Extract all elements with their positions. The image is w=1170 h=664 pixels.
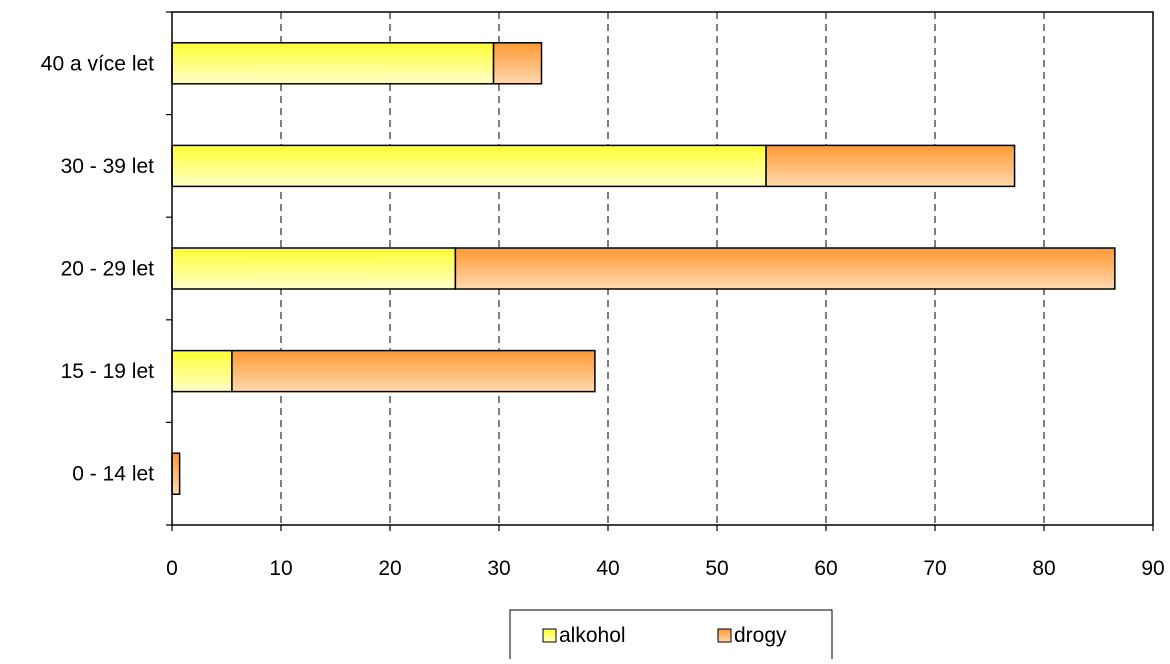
legend-label-drogy: drogy — [734, 624, 787, 647]
bar-drogy-4 — [492, 42, 543, 85]
x-tick-label: 90 — [1141, 557, 1164, 580]
x-tick-label: 40 — [596, 557, 619, 580]
legend-box — [509, 609, 833, 664]
x-tick-label: 20 — [378, 557, 401, 580]
legend-label-alkohol: alkohol — [559, 624, 626, 647]
bar-drogy-1 — [231, 349, 596, 393]
x-tick-label: 30 — [487, 557, 510, 580]
x-tick-label: 60 — [814, 557, 837, 580]
axes: 0 10 20 30 40 50 60 70 80 90 0 - 14 let 15 - 19 let… — [41, 11, 1165, 580]
y-tick-label: 0 - 14 let — [72, 463, 154, 486]
y-tick-label: 30 - 39 let — [61, 155, 155, 178]
legend-swatch-drogy — [717, 628, 732, 643]
bar-drogy-0 — [171, 452, 181, 495]
bar-alkohol-3 — [171, 144, 767, 188]
bar-alkohol-2 — [171, 247, 457, 290]
x-tick-label: 50 — [705, 557, 728, 580]
bar-alkohol-4 — [171, 42, 495, 85]
bars — [171, 42, 1116, 495]
legend-swatch-alkohol — [542, 628, 557, 643]
legend: alkohol drogy — [509, 609, 833, 664]
y-tick-label: 15 - 19 let — [61, 360, 155, 383]
bar-drogy-2 — [454, 247, 1116, 290]
x-tick-label: 70 — [923, 557, 946, 580]
x-tick-label: 80 — [1032, 557, 1055, 580]
x-tick-label: 0 — [166, 557, 178, 580]
y-tick-label: 20 - 29 let — [61, 258, 155, 281]
x-tick-label: 10 — [269, 557, 292, 580]
bar-drogy-3 — [765, 144, 1016, 188]
plot-area-frame — [171, 11, 1154, 526]
y-tick-label: 40 a více let — [41, 52, 154, 75]
bar-alkohol-1 — [171, 349, 233, 393]
